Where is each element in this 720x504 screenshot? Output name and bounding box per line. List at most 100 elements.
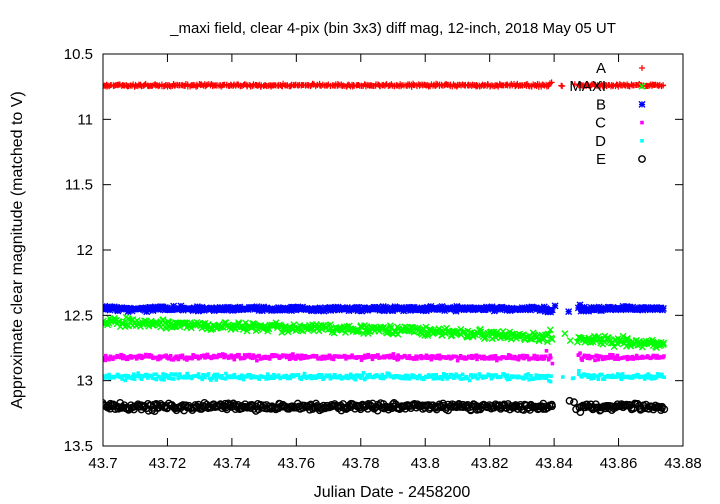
y-axis: 10.5 11 11.5 12 12.5 13 13.5 (64, 46, 683, 455)
x-tick-label: 43.8 (411, 455, 440, 472)
data-point (300, 354, 305, 358)
data-point (260, 303, 268, 311)
data-point (660, 374, 664, 379)
data-point (525, 375, 529, 380)
data-point (546, 373, 550, 378)
y-tick-label: 13.5 (64, 438, 93, 455)
data-point (489, 376, 494, 381)
data-point (633, 356, 638, 360)
data-point (605, 303, 613, 311)
data-point (426, 375, 430, 379)
data-point (387, 372, 392, 377)
data-point (526, 372, 530, 376)
data-point (487, 356, 491, 361)
data-point (139, 377, 144, 381)
data-point (535, 354, 539, 359)
data-point (525, 354, 530, 359)
data-point (496, 375, 500, 379)
series-d (103, 368, 667, 384)
data-point (584, 354, 589, 358)
data-point (338, 355, 342, 359)
data-point (257, 377, 262, 381)
data-point (213, 372, 217, 377)
data-point (344, 374, 349, 379)
data-point (600, 372, 604, 377)
data-point (379, 355, 384, 360)
data-point (619, 377, 624, 382)
data-point (169, 322, 177, 330)
data-point (367, 355, 372, 359)
data-point (647, 376, 651, 380)
data-point (174, 354, 179, 359)
data-point (649, 377, 654, 381)
data-point (350, 353, 354, 357)
data-point (107, 377, 112, 381)
data-point (280, 355, 284, 359)
data-point (308, 373, 313, 378)
data-point (205, 352, 210, 357)
data-point (466, 376, 470, 381)
data-point (247, 372, 252, 377)
data-point (600, 357, 605, 362)
data-point (619, 332, 627, 340)
data-point (264, 377, 269, 381)
data-point (464, 355, 469, 360)
data-point (548, 306, 556, 314)
series-a (103, 79, 667, 90)
data-point (221, 352, 225, 356)
data-point (658, 374, 662, 378)
data-point (602, 377, 607, 381)
data-point (185, 371, 189, 376)
data-point (288, 376, 293, 381)
y-tick-label: 11.5 (65, 177, 93, 194)
data-point (591, 355, 595, 359)
data-point (180, 355, 185, 360)
data-point (544, 349, 549, 353)
legend-marker-maxi (638, 82, 646, 90)
x-tick-label: 43.82 (471, 455, 509, 472)
data-point (423, 355, 427, 360)
data-point (615, 374, 619, 378)
data-point (365, 373, 370, 377)
data-point (475, 357, 479, 362)
data-point (227, 375, 231, 380)
data-point (364, 355, 369, 360)
data-point (103, 353, 108, 358)
data-point (133, 316, 141, 324)
data-point (137, 355, 141, 360)
data-point (531, 356, 536, 360)
data-point (202, 353, 206, 358)
data-point (320, 374, 324, 378)
data-point (623, 374, 628, 379)
data-point (381, 376, 386, 381)
data-point (178, 355, 183, 360)
data-point (185, 358, 189, 362)
data-point (302, 371, 307, 376)
data-point (542, 374, 547, 378)
legend-label-a: A (596, 60, 606, 77)
data-point (355, 81, 362, 88)
legend-marker-c (640, 120, 644, 125)
data-point (130, 374, 135, 379)
data-point (469, 373, 473, 377)
data-point (551, 302, 559, 310)
data-point (599, 354, 603, 359)
data-point (596, 377, 601, 382)
data-point (648, 374, 653, 378)
data-point (614, 355, 619, 360)
data-point (452, 307, 460, 315)
data-point (660, 82, 667, 89)
data-point (533, 376, 537, 381)
data-point (284, 373, 289, 378)
data-point (490, 354, 495, 359)
data-point (104, 373, 109, 378)
data-point (169, 372, 173, 376)
data-point (265, 372, 270, 376)
data-point (403, 373, 408, 378)
data-point (114, 355, 118, 360)
data-point (540, 374, 545, 378)
data-point (651, 374, 656, 379)
data-point (570, 398, 578, 407)
data-point (645, 375, 649, 380)
data-point (648, 336, 656, 344)
